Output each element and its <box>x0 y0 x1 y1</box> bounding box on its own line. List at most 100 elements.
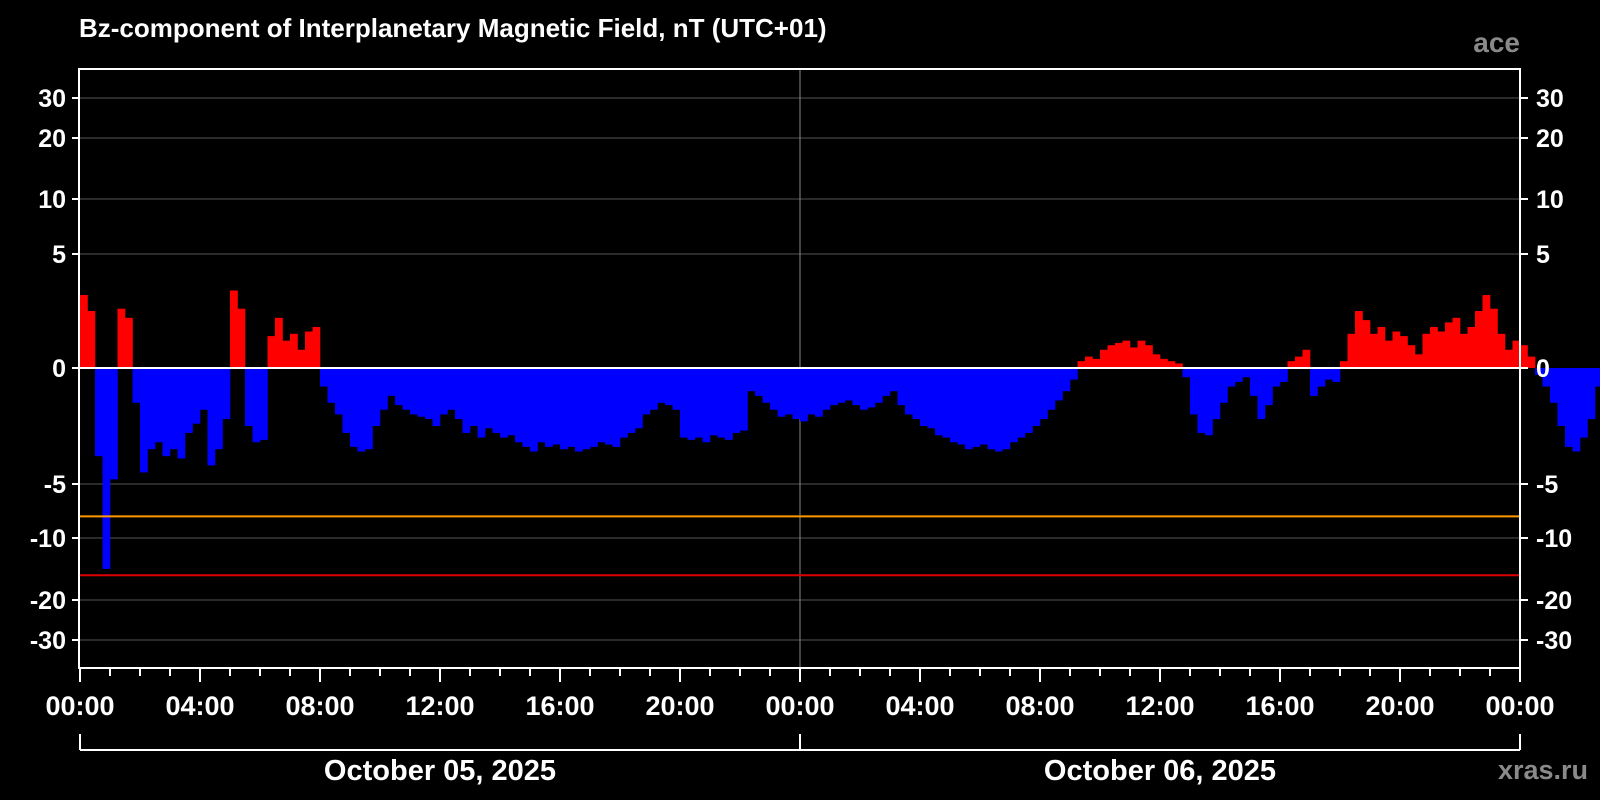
bz-bar <box>282 340 291 368</box>
bz-bar <box>1100 349 1108 368</box>
bz-bar <box>1160 358 1168 368</box>
bz-bar <box>1107 345 1116 368</box>
bz-bar <box>1595 368 1600 387</box>
y-tick-label-right: 10 <box>1536 186 1564 214</box>
bz-bar <box>740 368 748 431</box>
bz-bar <box>1040 368 1048 420</box>
bz-bar <box>1362 320 1371 368</box>
bz-bar <box>875 368 883 403</box>
bz-bar <box>350 368 358 447</box>
x-tick-label: 04:00 <box>885 691 954 721</box>
bz-bar <box>1415 354 1423 368</box>
bz-bar <box>440 368 448 415</box>
bz-bar <box>1047 368 1056 410</box>
bz-bar <box>267 336 276 368</box>
bz-bar <box>852 368 861 406</box>
source-label: ace <box>1473 27 1520 58</box>
bz-bar <box>1055 368 1063 401</box>
bz-bar <box>890 368 898 392</box>
bz-bar <box>117 308 126 368</box>
bz-bar <box>245 368 253 426</box>
bz-bar <box>110 368 118 480</box>
bz-bar <box>1340 361 1348 368</box>
bz-bar <box>1520 345 1528 368</box>
bz-bar <box>200 368 208 410</box>
bz-bar <box>980 368 988 445</box>
bz-bar <box>762 368 771 403</box>
bz-bar <box>455 368 463 420</box>
bz-bar <box>1565 368 1573 447</box>
bz-bar <box>627 368 636 433</box>
bz-bar <box>1017 368 1026 438</box>
bz-bar <box>1272 368 1281 387</box>
bz-bar <box>732 368 741 433</box>
bz-bar <box>860 368 868 410</box>
bz-bar <box>1332 368 1341 382</box>
bz-bar <box>335 368 343 415</box>
bz-bar <box>672 368 681 410</box>
bz-bar <box>500 368 508 438</box>
bz-bar <box>1527 356 1536 368</box>
bz-bar <box>1212 368 1221 420</box>
bz-bar <box>1077 361 1086 368</box>
bz-bar <box>447 368 456 410</box>
credit-label: xras.ru <box>1498 755 1588 785</box>
bz-bar <box>1167 361 1176 368</box>
bz-bar <box>1497 333 1506 368</box>
bz-bar <box>687 368 696 440</box>
bz-bar <box>815 368 823 417</box>
bz-bar <box>1205 368 1213 436</box>
bz-bar <box>1257 368 1266 420</box>
bz-bar <box>192 368 201 424</box>
x-tick-label: 04:00 <box>165 691 234 721</box>
y-tick-label-right: 0 <box>1536 355 1550 383</box>
bz-bar <box>927 368 936 429</box>
bz-bar <box>965 368 973 450</box>
bz-bar <box>785 368 793 415</box>
bz-bar <box>807 368 816 415</box>
date-label: October 05, 2025 <box>324 755 556 787</box>
bz-bar <box>1085 356 1093 368</box>
y-tick-label-right: 20 <box>1536 125 1564 153</box>
date-label: October 06, 2025 <box>1044 755 1276 787</box>
bz-bar <box>95 368 103 457</box>
bz-bar <box>755 368 763 396</box>
bz-bar <box>1002 368 1011 450</box>
bz-bar <box>897 368 906 406</box>
x-tick-label: 08:00 <box>285 691 354 721</box>
bz-bar <box>515 368 523 443</box>
bz-bar <box>1400 336 1408 368</box>
bz-bar <box>747 368 756 392</box>
bz-bar <box>882 368 891 396</box>
bz-bar <box>290 333 298 368</box>
bz-bar <box>567 368 576 447</box>
bz-bar <box>800 368 808 422</box>
bz-bar <box>492 368 501 433</box>
y-tick-label-right: -30 <box>1536 627 1572 655</box>
bz-bar <box>1220 368 1228 403</box>
bz-bar <box>905 368 913 415</box>
bz-bar <box>432 368 441 426</box>
bz-bar <box>1175 363 1183 368</box>
bz-bar <box>140 368 148 473</box>
bz-bar <box>657 368 666 403</box>
bz-bar <box>1295 356 1303 368</box>
bz-bar <box>1587 368 1596 420</box>
bz-bar <box>1250 368 1258 396</box>
bz-bar <box>1137 340 1146 368</box>
x-tick-label: 08:00 <box>1005 691 1074 721</box>
bz-bar <box>1482 295 1491 368</box>
y-tick-label-left: 30 <box>38 85 66 113</box>
bz-bar <box>912 368 921 420</box>
y-tick-label-left: -10 <box>30 525 66 553</box>
bz-bar <box>1580 368 1588 438</box>
bz-bar <box>275 317 283 368</box>
chart-title: Bz-component of Interplanetary Magnetic … <box>79 13 827 43</box>
bz-bar <box>1310 368 1318 396</box>
bz-bar <box>1317 368 1326 387</box>
bz-bar <box>867 368 876 408</box>
bz-bar <box>1467 326 1476 368</box>
bz-bar <box>477 368 486 438</box>
bz-bar <box>710 368 718 436</box>
bz-bar <box>695 368 703 438</box>
